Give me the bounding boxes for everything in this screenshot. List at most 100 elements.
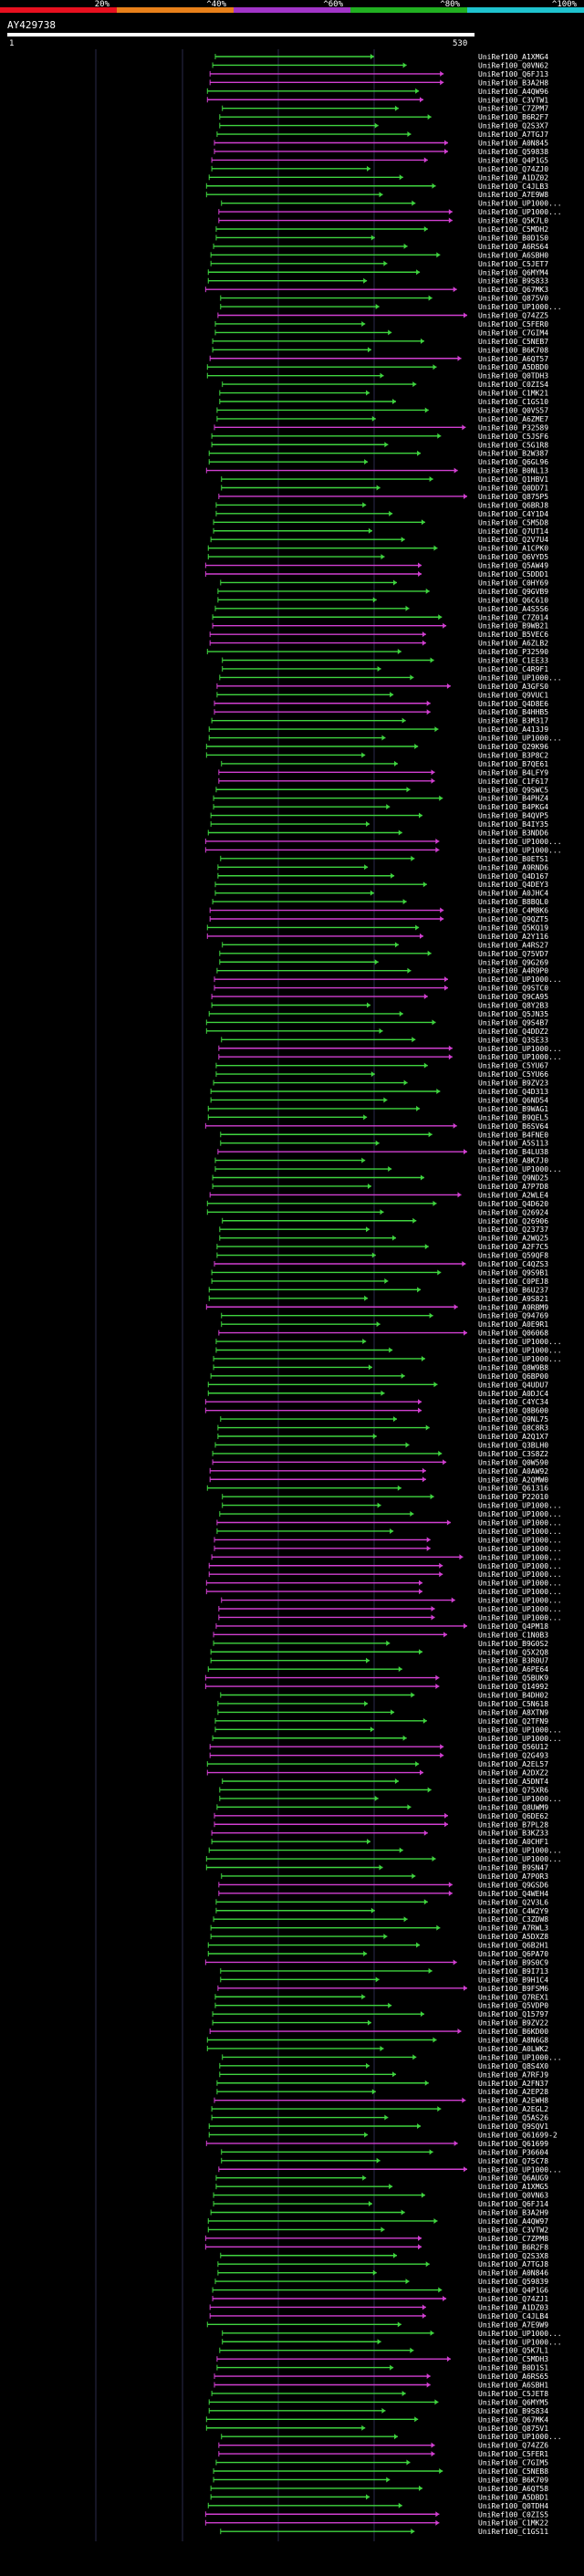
hit-name: UniRef100_Q67MK4 [478, 2415, 548, 2424]
hit-name: UniRef100_A2EWH8 [478, 2097, 548, 2105]
hit-end-arrow [429, 2149, 433, 2155]
hit-name: UniRef100_A2FN37 [478, 2080, 548, 2088]
hit-end-arrow [386, 2477, 391, 2483]
hit-end-arrow [435, 838, 440, 844]
hit-end-arrow [453, 287, 457, 293]
hit-name: UniRef100_Q4PM18 [478, 1622, 548, 1631]
hit-name: UniRef100_Q3SE33 [478, 1036, 548, 1044]
hit-name: UniRef100_C4M8K6 [478, 907, 548, 915]
hit-end-arrow [363, 1114, 368, 1121]
hit-end-arrow [443, 2296, 447, 2301]
hit-name: UniRef100_B2W387 [478, 450, 548, 458]
hit-end-arrow [431, 1614, 435, 1621]
hit-name: UniRef100_A1DZ03 [478, 2303, 548, 2311]
hit-end-arrow [407, 131, 412, 138]
hit-end-arrow [402, 899, 407, 905]
hit-end-arrow [430, 1494, 434, 1500]
hit-end-arrow [363, 1951, 368, 1956]
hit-name: UniRef100_Q4D313 [478, 1088, 548, 1096]
hit-end-arrow [416, 269, 421, 276]
hit-name: UniRef100_UP1000... [478, 1562, 562, 1570]
hit-end-arrow [432, 1856, 436, 1862]
hit-end-arrow [423, 1899, 428, 1905]
hit-end-arrow [393, 2434, 398, 2440]
hit-name: UniRef100_A6QT58 [478, 2485, 548, 2493]
hit-end-arrow [394, 942, 399, 948]
hit-end-arrow [439, 1562, 443, 1569]
hit-end-arrow [426, 2373, 431, 2380]
hit-end-arrow [403, 243, 408, 249]
hit-name: UniRef100_B9S0C9 [478, 1958, 548, 1966]
hit-name: UniRef100_Q74ZJ1 [478, 2295, 548, 2303]
hit-end-arrow [380, 372, 384, 379]
hit-name: UniRef100_Q9CA95 [478, 993, 548, 1001]
hit-name: UniRef100_UP1000... [478, 2433, 562, 2441]
hit-end-arrow [388, 1166, 392, 1173]
hit-end-arrow [454, 2140, 458, 2146]
hit-name: UniRef100_UP1000... [478, 200, 562, 208]
hit-end-arrow [426, 2382, 431, 2388]
hit-end-arrow [420, 2011, 424, 2018]
hit-name: UniRef100_B3A2H8 [478, 78, 548, 87]
hit-end-arrow [429, 476, 433, 483]
hit-name: UniRef100_Q29K96 [478, 743, 548, 751]
hit-name: UniRef100_A7TGJ8 [478, 2260, 548, 2268]
hit-end-arrow [386, 1640, 391, 1646]
hit-name: UniRef100_A2Y116 [478, 933, 548, 941]
hit-end-arrow [464, 2166, 467, 2173]
hit-name: UniRef100_Q7UT14 [478, 527, 548, 536]
hit-end-arrow [427, 1787, 432, 1793]
identity-segment [467, 7, 584, 13]
hit-name: UniRef100_UP1000... [478, 208, 562, 216]
hit-name: UniRef100_B4FNE0 [478, 1131, 548, 1139]
hit-name: UniRef100_Q9S4B7 [478, 1018, 548, 1027]
hit-name: UniRef100_C0ZIS4 [478, 381, 548, 389]
hit-end-arrow [424, 1244, 429, 1250]
hit-name: UniRef100_Q8C8R3 [478, 1424, 548, 1433]
hit-name: UniRef100_A0DJC4 [478, 1390, 548, 1398]
hit-name: UniRef100_A6RS64 [478, 243, 548, 251]
hit-end-arrow [438, 2287, 443, 2293]
hit-name: UniRef100_B5VEC6 [478, 631, 548, 639]
hit-end-arrow [406, 2459, 411, 2466]
hit-end-arrow [399, 1847, 403, 1853]
hit-end-arrow [446, 683, 451, 689]
hit-end-arrow [402, 62, 407, 68]
hit-name: UniRef100_A7P0R3 [478, 1872, 548, 1881]
hit-end-arrow [432, 183, 436, 189]
identity-label: ^40% [206, 0, 226, 9]
hit-name: UniRef100_Q4P1G6 [478, 2287, 548, 2295]
hit-name: UniRef100_UP1000... [478, 1045, 562, 1053]
hit-end-arrow [392, 1235, 397, 1241]
hit-end-arrow [364, 1295, 369, 1301]
hit-end-arrow [419, 2485, 423, 2491]
hit-name: UniRef100_A2QMW0 [478, 1476, 548, 1484]
hit-name: UniRef100_C1EE33 [478, 657, 548, 665]
hit-end-arrow [403, 1916, 408, 1923]
hit-name: UniRef100_UP1000... [478, 1795, 562, 1803]
hit-end-arrow [448, 217, 453, 224]
hit-name: UniRef100_UP1000... [478, 1165, 562, 1173]
hit-name: UniRef100_Q26924 [478, 1208, 548, 1216]
identity-segment [350, 7, 467, 13]
hit-name: UniRef100_UP1000... [478, 846, 562, 854]
hit-end-arrow [377, 1502, 381, 1508]
hit-end-arrow [361, 752, 366, 758]
hit-end-arrow [415, 88, 420, 94]
hit-end-arrow [383, 1097, 388, 1103]
hit-name: UniRef100_B7PL28 [478, 1820, 548, 1829]
hit-end-arrow [368, 527, 372, 534]
query-name: AY429738 [7, 19, 56, 31]
hit-name: UniRef100_Q6ND54 [478, 1096, 548, 1104]
hit-name: UniRef100_Q9S9B1 [478, 1268, 548, 1277]
hit-name: UniRef100_B9H1C4 [478, 1976, 548, 1984]
hit-name: UniRef100_UP1000... [478, 1613, 562, 1622]
hit-name: UniRef100_B6KD00 [478, 2028, 548, 2036]
hit-name: UniRef100_Q0VS57 [478, 406, 548, 414]
hit-name: UniRef100_C5JET7 [478, 260, 548, 268]
hit-end-arrow [444, 985, 449, 991]
hit-end-arrow [389, 2184, 393, 2190]
hit-end-arrow [440, 79, 444, 86]
hit-name: UniRef100_UP1000... [478, 2165, 562, 2174]
hit-end-arrow [412, 1037, 416, 1043]
